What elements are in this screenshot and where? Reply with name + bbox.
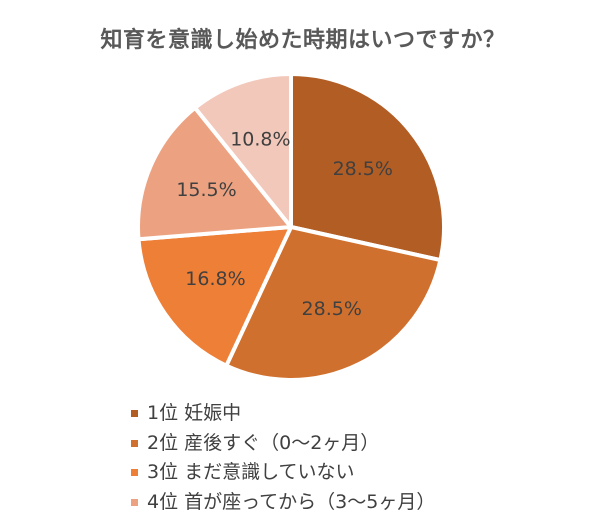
legend-item-2: 2位 産後すぐ（0〜2ヶ月） (131, 429, 435, 459)
slice-data-label-4: 15.5% (176, 179, 236, 201)
chart-legend: 1位 妊娠中 2位 産後すぐ（0〜2ヶ月） 3位 まだ意識していない 4位 首が座って… (131, 399, 435, 517)
legend-marker-4 (131, 498, 138, 506)
slice-data-label-1: 28.5% (333, 158, 393, 180)
legend-item-4: 4位 首が座ってから（3〜5ヶ月） (131, 488, 435, 518)
pie-slice-2 (224, 225, 443, 382)
legend-marker-2 (131, 439, 138, 447)
legend-label-4: 4位 首が座ってから（3〜5ヶ月） (147, 490, 436, 513)
legend-label-1: 1位 妊娠中 (147, 402, 242, 424)
legend-marker-3 (131, 469, 138, 477)
pie-slice-5 (193, 72, 293, 229)
pie-slice-4 (136, 105, 293, 242)
legend-label-2: 2位 産後すぐ（0〜2ヶ月） (147, 431, 380, 454)
slice-data-label-2: 28.5% (302, 298, 362, 320)
slice-data-label-3: 16.8% (185, 268, 245, 290)
legend-marker-1 (131, 410, 138, 418)
pie-slice-3 (136, 225, 293, 368)
chart-title: 知育を意識し始めた時期はいつですか？ (100, 28, 506, 53)
legend-item-3: 3位 まだ意識していない (131, 458, 435, 488)
pie-slice-1 (289, 72, 446, 263)
slice-data-label-5: 10.8% (230, 129, 290, 151)
legend-label-3: 3位 まだ意識していない (147, 461, 355, 483)
legend-item-1: 1位 妊娠中 (131, 399, 435, 429)
